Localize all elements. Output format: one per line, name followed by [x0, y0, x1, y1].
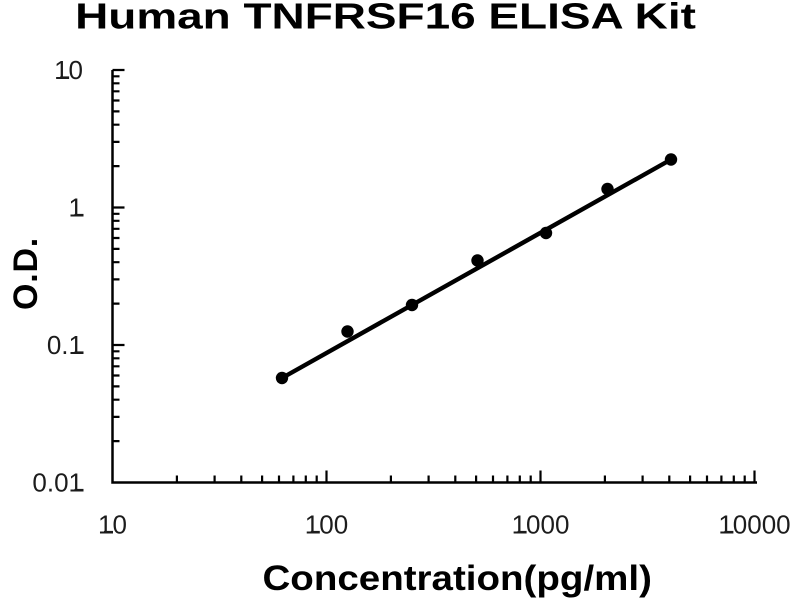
svg-text:Human TNFRSF16 ELISA Kit: Human TNFRSF16 ELISA Kit	[75, 0, 696, 36]
svg-text:1000: 1000	[512, 510, 570, 540]
svg-text:Concentration(pg/ml): Concentration(pg/ml)	[262, 559, 651, 598]
svg-text:1: 1	[69, 193, 83, 223]
svg-text:10000: 10000	[718, 510, 790, 540]
svg-text:10: 10	[98, 510, 127, 540]
svg-text:10: 10	[54, 55, 83, 85]
svg-text:0.01: 0.01	[32, 468, 83, 498]
svg-text:100: 100	[305, 510, 348, 540]
svg-text:0.1: 0.1	[47, 330, 83, 360]
svg-text:O.D.: O.D.	[7, 237, 45, 310]
